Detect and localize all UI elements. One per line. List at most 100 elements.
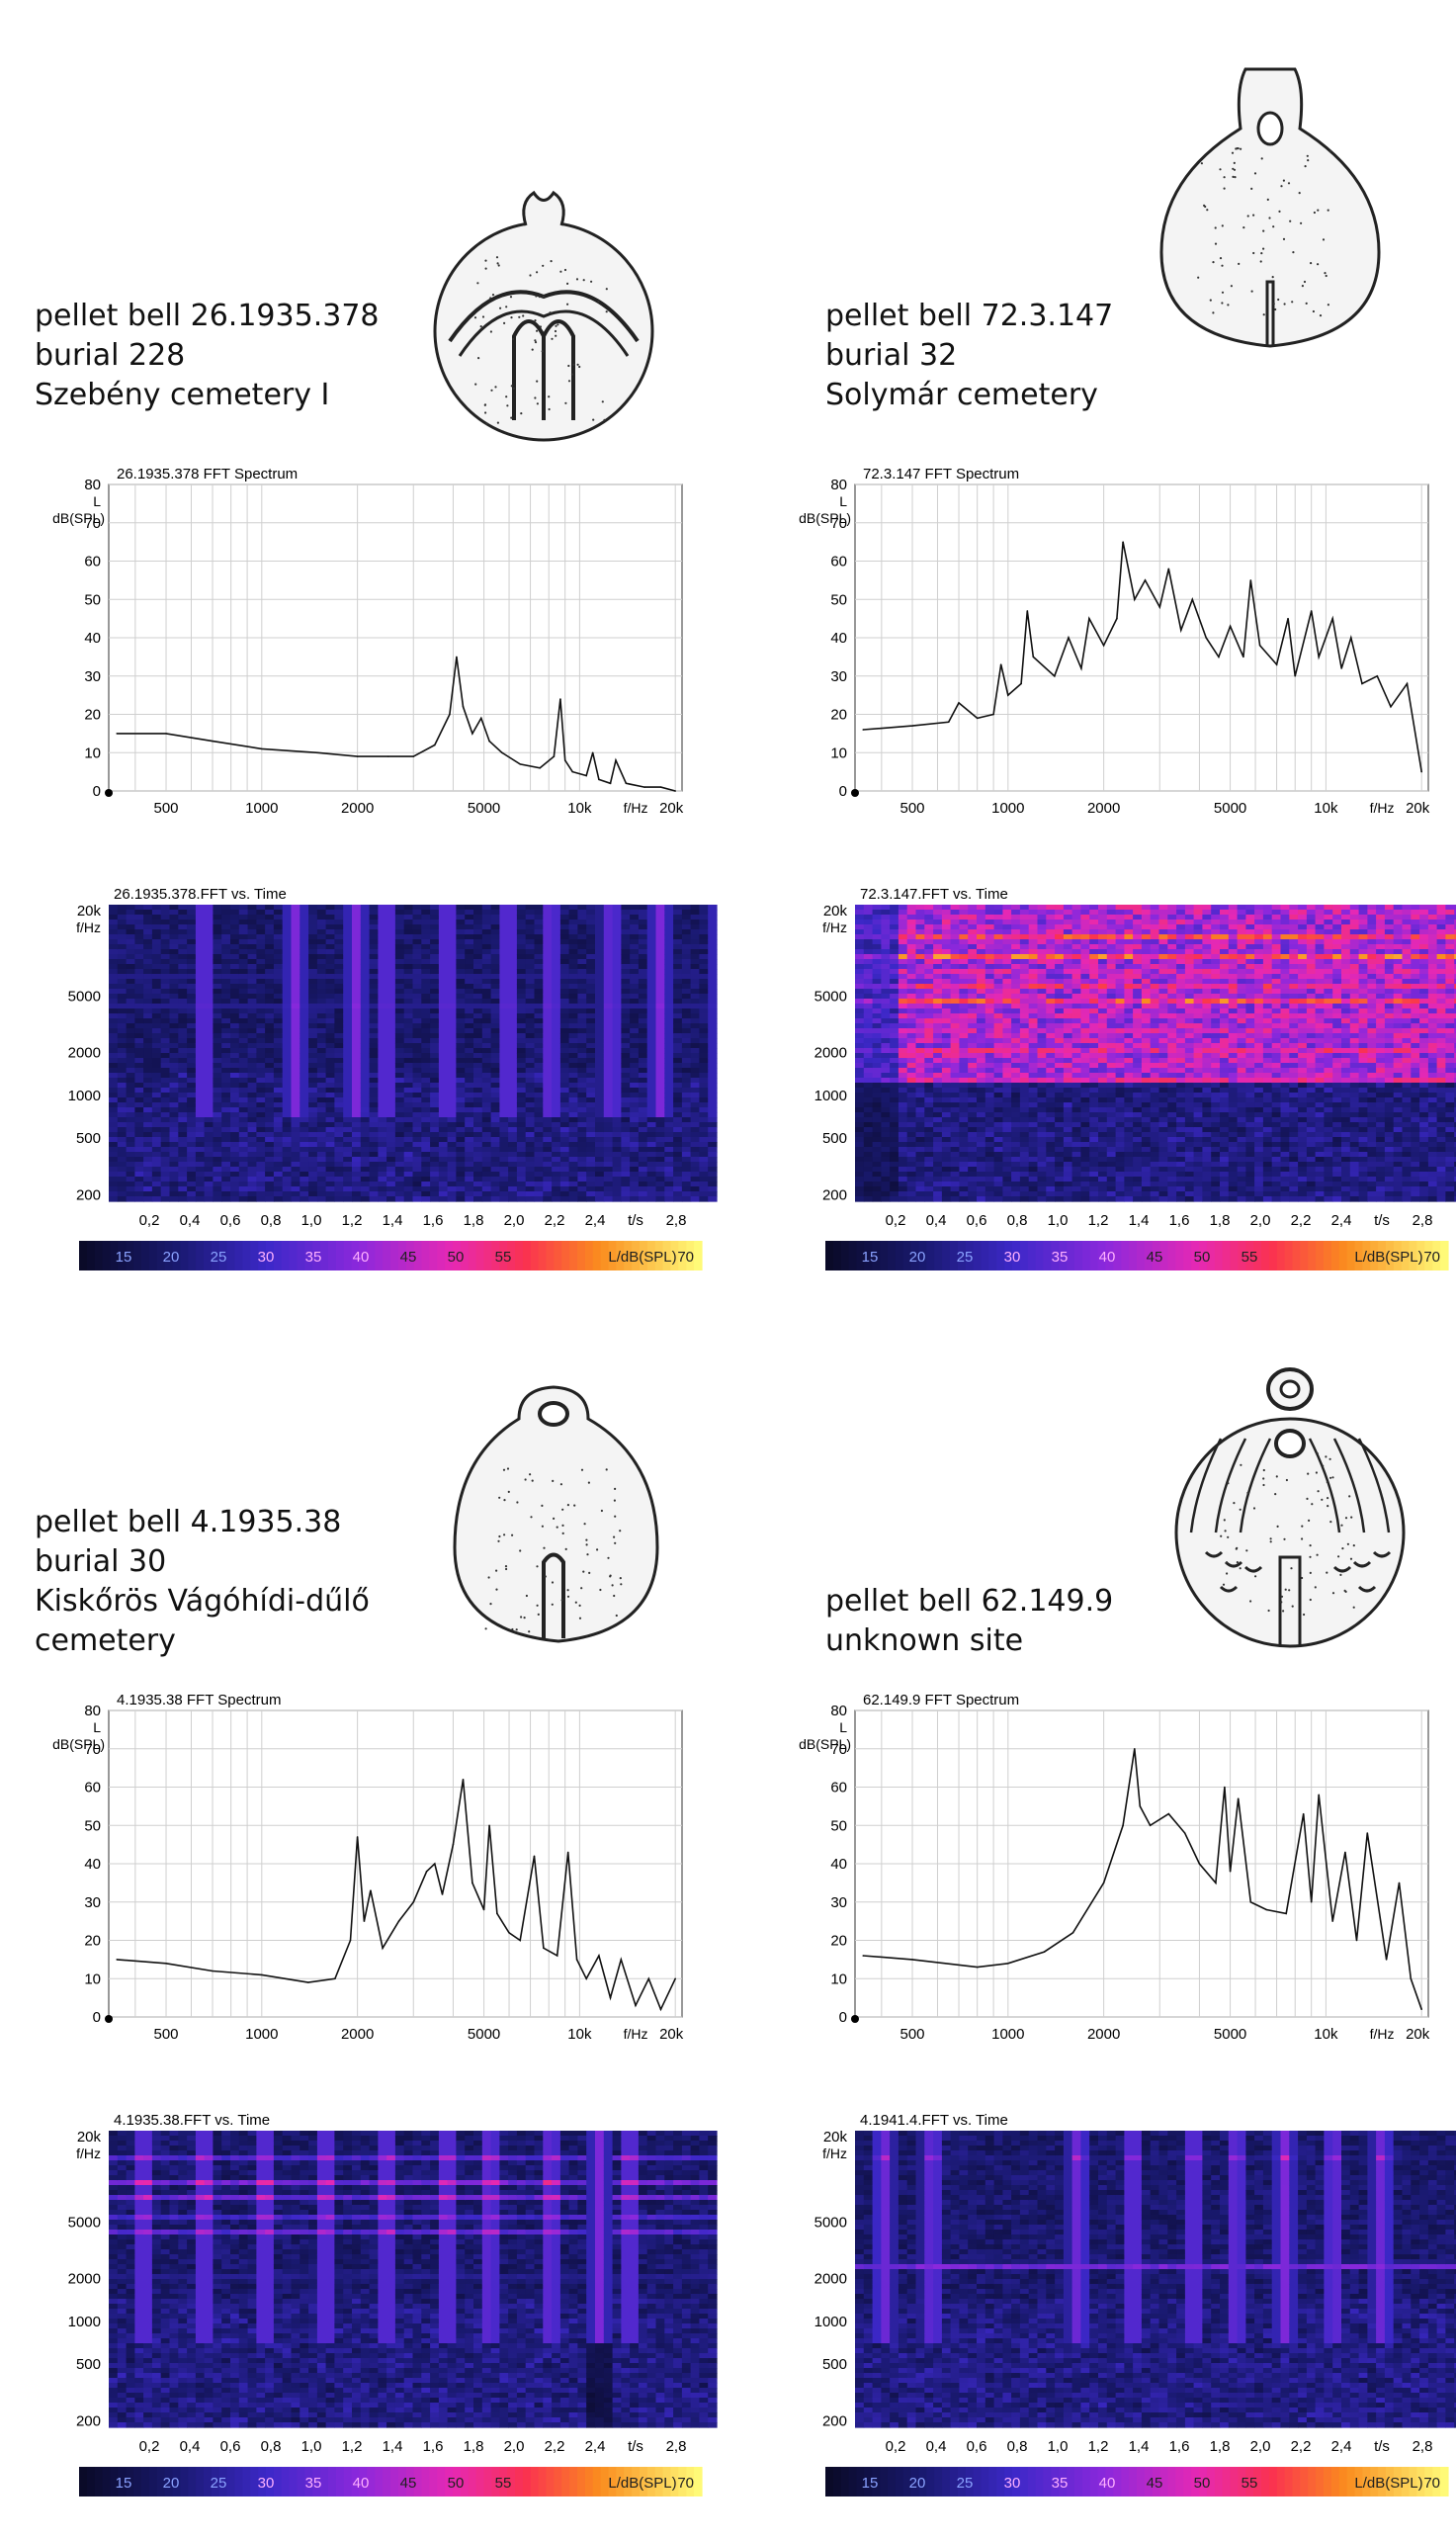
spectrogram-cell (247, 1177, 257, 1182)
spectrogram-cell (300, 1196, 309, 1202)
spectrogram-cell (256, 1132, 266, 1138)
spectrogram-cell (673, 1122, 683, 1128)
spectrogram-cell (213, 974, 222, 980)
spectrogram-cell (369, 984, 379, 990)
stipple-dot (1289, 219, 1292, 222)
spectrogram-cell (447, 920, 457, 925)
spectrogram-cell (681, 1008, 692, 1014)
spectrogram-cell (169, 1132, 179, 1138)
spectrogram-cell (421, 1088, 431, 1094)
spectrogram-cell (646, 1182, 657, 1187)
spectrogram-cell (117, 1053, 128, 1059)
spectrogram-cell (403, 949, 414, 955)
stipple-dot (495, 256, 499, 259)
stipple-dot (1283, 303, 1286, 306)
spectrogram-cell (151, 1053, 162, 1059)
spectrogram-cell (238, 905, 249, 911)
spectrogram-cell (577, 984, 587, 990)
spectrogram-cell (525, 1172, 536, 1178)
spectrum-point (559, 698, 561, 700)
spectrogram-cell (855, 1097, 865, 1103)
spectrogram-cell (872, 1004, 882, 1009)
spectrogram-cell (126, 1182, 135, 1187)
spectrogram-cell (699, 1028, 709, 1034)
spectrogram-cell (334, 920, 344, 925)
spectrogram-cell (690, 1177, 700, 1182)
spectrogram-cell (681, 1172, 692, 1178)
spectrogram-cell (195, 1122, 206, 1128)
spectrogram-cell (577, 939, 587, 945)
spectrogram-cell (282, 1028, 293, 1034)
spectrogram-cell (394, 979, 405, 985)
stipple-dot (1271, 276, 1274, 279)
spectrogram-cell (334, 1063, 344, 1069)
spectrogram-cell (543, 974, 553, 980)
spectrogram-cell (230, 929, 240, 935)
spectrogram-cell (386, 1196, 396, 1202)
spectrogram-cell (430, 1167, 440, 1173)
spectrogram-cell (238, 1182, 249, 1187)
colorbar-segment (242, 1241, 251, 1270)
spectrogram-cell (300, 1102, 309, 1108)
spectrogram-cell (282, 1004, 293, 1009)
spectrogram-cell (265, 1107, 275, 1113)
spectrogram-cell (265, 999, 275, 1005)
spectrogram-cell (273, 984, 284, 990)
stipple-dot (555, 324, 557, 327)
spectrogram-cell (490, 1177, 500, 1182)
spectrogram-cell (456, 915, 466, 920)
spectrogram-cell (568, 1058, 578, 1064)
spectrogram-cell (316, 1088, 327, 1094)
spectrogram-cell (403, 999, 414, 1005)
spectrogram-cell (630, 979, 640, 985)
spectrogram-cell (456, 979, 466, 985)
spectrogram-cell (282, 1112, 293, 1118)
spectrogram-cell (438, 905, 449, 911)
spectrogram-cell (430, 1137, 440, 1143)
spectrogram-cell (143, 1013, 153, 1019)
spectrogram-cell (586, 1008, 596, 1014)
spectrogram-cell (430, 1053, 440, 1059)
spectrogram-cell (612, 954, 622, 960)
spectrogram-cell (481, 1117, 492, 1123)
spectrogram-cell (630, 1102, 640, 1108)
spectrum-point (501, 751, 503, 754)
spectrogram-cell (316, 1073, 327, 1079)
spectrogram-cell (213, 1088, 222, 1094)
spectrogram-cell (863, 1093, 874, 1098)
spectrogram-cell (204, 1028, 214, 1034)
x-tick-label: 20k (1406, 800, 1430, 817)
spectrogram-cell (586, 1162, 596, 1168)
spectrogram-cell (655, 1102, 665, 1108)
time-tick-label: 2,8 (666, 1212, 687, 1229)
spectrogram-cell (187, 1127, 197, 1133)
spectrogram-cell (282, 964, 293, 970)
spectrogram-cell (621, 1167, 631, 1173)
spectrogram-cell (282, 1013, 293, 1019)
spectrogram-cell (169, 1008, 179, 1014)
spectrogram-cell (187, 1008, 197, 1014)
spectrogram-cell (612, 1043, 622, 1049)
spectrogram-cell (343, 1107, 353, 1113)
spectrogram-cell (187, 1172, 197, 1178)
spectrogram-cell (247, 1127, 257, 1133)
spectrogram-cell (855, 929, 865, 935)
spectrogram-cell (456, 949, 466, 955)
spectrogram-cell (300, 1137, 309, 1143)
stipple-dot (1233, 161, 1236, 164)
spectrogram-cell (265, 910, 275, 916)
spectrogram-cell (559, 1142, 570, 1148)
spectrogram-cell (456, 984, 466, 990)
spectrogram-cell (516, 949, 527, 955)
spectrogram-cell (204, 1008, 214, 1014)
spectrogram-cell (369, 1048, 379, 1054)
spectrogram-cell (343, 1078, 353, 1084)
spectrogram-cell (473, 979, 483, 985)
spectrogram-cell (378, 974, 387, 980)
spectrogram-cell (465, 954, 474, 960)
spectrogram-cell (151, 1107, 162, 1113)
spectrogram-cell (481, 915, 492, 920)
spectrogram-cell (621, 1033, 631, 1039)
spectrogram-cell (863, 1196, 874, 1202)
spectrogram-cell (612, 1018, 622, 1024)
